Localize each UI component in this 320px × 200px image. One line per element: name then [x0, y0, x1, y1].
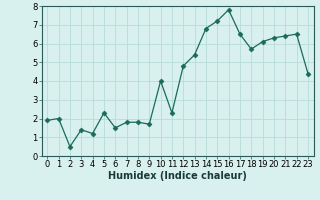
X-axis label: Humidex (Indice chaleur): Humidex (Indice chaleur) [108, 171, 247, 181]
